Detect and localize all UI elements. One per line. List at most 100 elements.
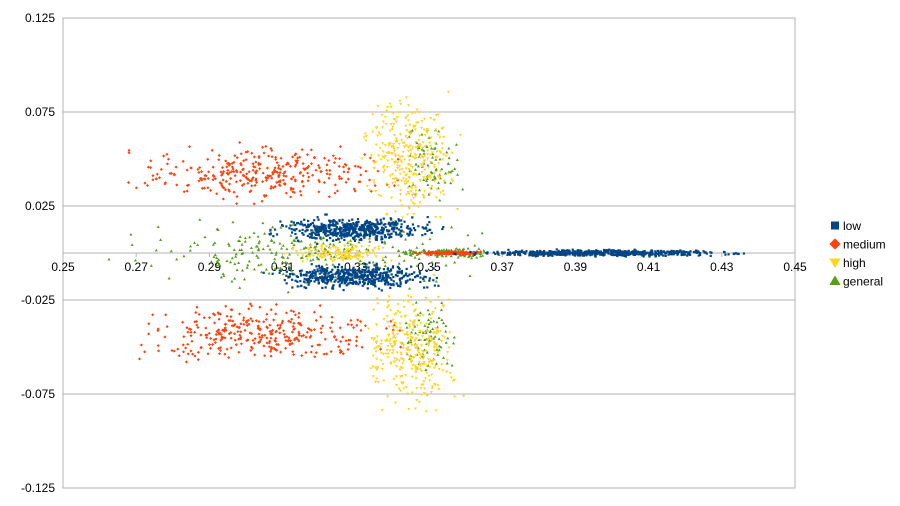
data-point [372, 283, 375, 286]
data-point [390, 278, 393, 281]
data-point [432, 251, 436, 255]
y-tick-label: 0.025 [25, 199, 55, 213]
data-point [317, 218, 320, 221]
data-point [401, 177, 405, 180]
data-point [263, 333, 267, 337]
data-point [353, 272, 356, 275]
data-point [225, 259, 229, 263]
data-point [333, 334, 337, 338]
data-point [351, 243, 355, 247]
data-point [257, 332, 261, 336]
data-point [409, 144, 413, 148]
data-point [354, 276, 357, 279]
data-point [564, 254, 567, 257]
data-point [259, 263, 263, 266]
data-point [129, 232, 133, 236]
data-point [239, 152, 243, 156]
data-point [383, 115, 387, 119]
data-point [427, 312, 431, 316]
series-low [262, 213, 746, 292]
data-point [391, 125, 395, 129]
data-point [389, 286, 392, 289]
data-point [349, 247, 353, 251]
data-point [217, 352, 222, 356]
data-point [381, 352, 385, 356]
data-point [266, 244, 270, 247]
data-point [314, 233, 318, 236]
data-point [424, 349, 428, 353]
data-point [624, 250, 627, 253]
data-point [181, 343, 185, 347]
data-point [424, 368, 428, 371]
data-point [601, 253, 604, 256]
data-point [374, 230, 377, 233]
data-point [699, 252, 702, 255]
data-point [408, 319, 413, 323]
data-point [314, 351, 318, 355]
data-point [269, 354, 273, 358]
data-point [434, 332, 438, 336]
data-point [377, 267, 380, 270]
data-point [328, 168, 332, 172]
data-point [260, 333, 264, 338]
data-point [408, 233, 411, 236]
data-point [314, 249, 318, 253]
data-point [497, 252, 500, 256]
data-point [466, 246, 470, 250]
data-point [304, 245, 308, 249]
data-point [385, 151, 389, 155]
data-point [350, 232, 353, 235]
data-point [231, 220, 235, 224]
data-point [417, 251, 422, 255]
data-point [579, 252, 582, 255]
data-point [215, 329, 219, 333]
data-point [657, 251, 661, 254]
data-point [435, 348, 439, 351]
data-point [406, 346, 410, 349]
data-point [313, 251, 317, 255]
data-point [300, 354, 304, 358]
data-point [301, 162, 305, 166]
data-point [434, 280, 438, 283]
data-point [283, 279, 286, 282]
data-point [312, 328, 317, 332]
data-point [257, 241, 261, 245]
data-point [662, 250, 665, 253]
data-point [376, 220, 379, 223]
data-point [411, 364, 415, 367]
data-point [235, 268, 239, 272]
data-point [288, 275, 291, 278]
data-point [310, 232, 313, 235]
data-point [418, 314, 422, 318]
data-point [343, 268, 346, 271]
data-point [394, 210, 398, 214]
data-point [250, 319, 254, 323]
x-tick-label: 0.35 [417, 260, 441, 274]
data-point [376, 104, 380, 108]
data-point [412, 250, 416, 254]
data-point [374, 340, 379, 343]
data-point [181, 159, 185, 163]
data-point [151, 178, 155, 182]
data-point [329, 350, 333, 354]
data-point [428, 365, 432, 369]
data-point [385, 105, 390, 109]
data-point [418, 356, 422, 360]
data-point [403, 182, 407, 186]
data-point [278, 331, 282, 335]
data-point [324, 227, 328, 230]
data-point [357, 283, 360, 286]
data-point [380, 113, 384, 117]
data-point [355, 225, 358, 228]
data-point [404, 273, 407, 277]
data-point [196, 358, 200, 362]
data-point [107, 257, 111, 261]
data-point [290, 269, 294, 272]
data-point [447, 156, 451, 160]
data-point [654, 250, 657, 253]
data-point [392, 142, 396, 146]
data-point [282, 332, 286, 336]
data-point [442, 336, 447, 340]
data-point [392, 284, 395, 287]
data-point [301, 223, 304, 226]
